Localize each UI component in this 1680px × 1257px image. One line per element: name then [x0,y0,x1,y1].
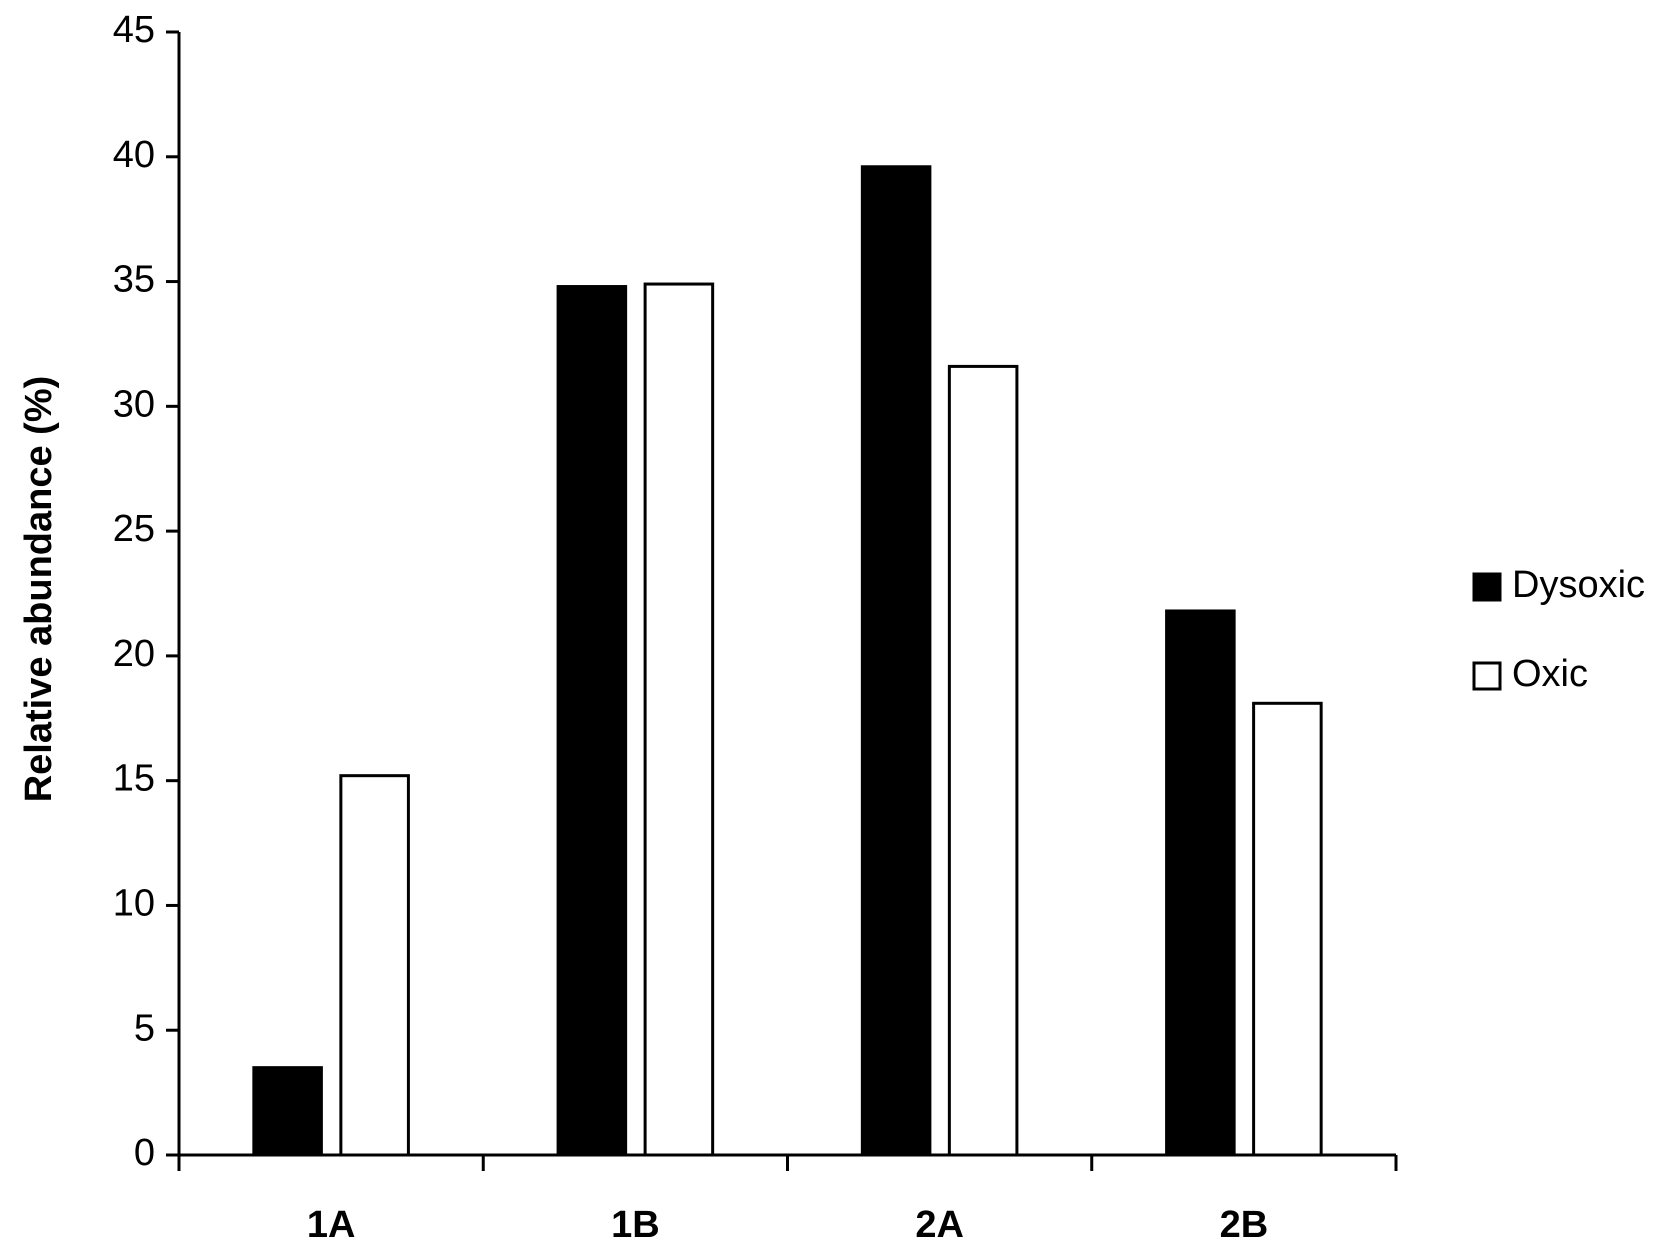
y-tick-label: 20 [113,633,155,675]
y-tick-label: 40 [113,134,155,176]
legend-swatch [1472,661,1502,691]
y-tick-label: 15 [113,758,155,800]
y-tick-label: 10 [113,882,155,924]
y-tick-label: 45 [113,9,155,51]
y-tick-label: 5 [134,1007,155,1049]
y-tick-label: 25 [113,508,155,550]
bar [1165,609,1236,1157]
y-axis-label: Relative abundance (%) [18,376,60,803]
x-tick-label: 2A [915,1204,964,1246]
x-tick-label: 1B [611,1204,660,1246]
x-tick-label: 2B [1220,1204,1269,1246]
bar [556,285,628,1157]
bar [947,364,1019,1157]
legend-swatch [1472,572,1502,602]
y-tick-label: 0 [134,1132,155,1174]
x-tick-label: 1A [307,1204,356,1246]
bar [252,1066,323,1157]
y-tick-label: 35 [113,259,155,301]
bar [1252,701,1323,1157]
legend-label: Oxic [1512,653,1588,695]
legend-label: Dysoxic [1512,564,1645,606]
bar [643,282,715,1157]
bar [860,165,932,1157]
y-tick-label: 30 [113,383,155,425]
bar [339,774,410,1157]
